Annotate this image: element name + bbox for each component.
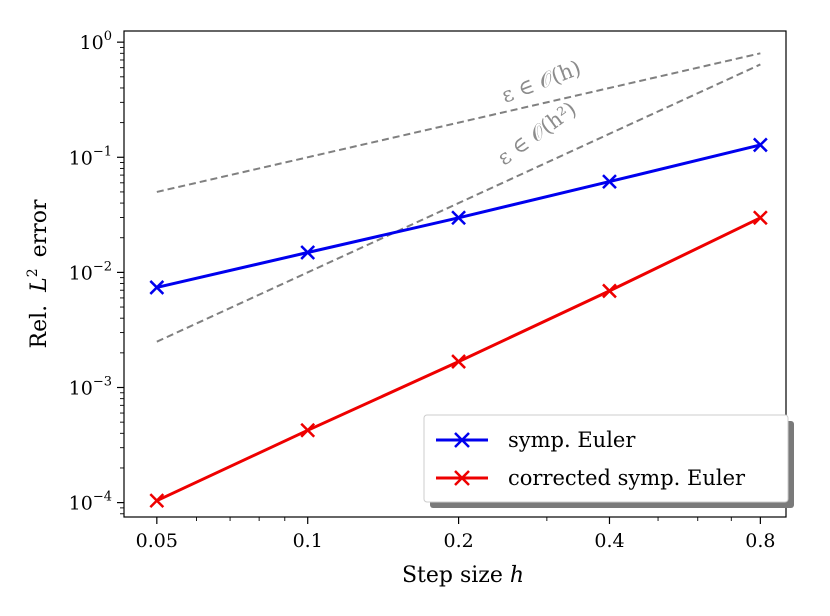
series-0-point xyxy=(300,245,316,260)
x-tick-label: 0.2 xyxy=(443,530,473,552)
series-1-point xyxy=(149,493,165,509)
axes-frame xyxy=(123,30,787,518)
legend-marker-symp-euler xyxy=(454,432,470,448)
series-0-point xyxy=(149,280,165,295)
y-tick-label: 10−1 xyxy=(69,144,112,169)
ref-label-order-1: ε ∈ 𝒪(h) xyxy=(498,56,584,108)
reference-line-2 xyxy=(156,63,761,343)
x-tick-label: 0.8 xyxy=(745,530,775,552)
y-tick-label: 10−2 xyxy=(69,259,112,284)
legend-label-symp-euler: symp. Euler xyxy=(508,428,636,452)
y-axis-label: Rel. L2 error xyxy=(18,199,52,348)
x-tick-label: 0.4 xyxy=(594,530,624,552)
legend-label-corrected: corrected symp. Euler xyxy=(508,466,746,490)
reference-line-1 xyxy=(156,52,761,193)
series-0-point xyxy=(602,174,617,189)
legend-entry-symp-euler: symp. Euler xyxy=(436,428,636,452)
series-0-point xyxy=(451,210,466,226)
x-tick-label: 0.1 xyxy=(293,530,323,552)
series-1-point xyxy=(300,422,316,438)
legend: symp. Euler corrected symp. Euler xyxy=(423,414,794,508)
reference-lines xyxy=(156,52,761,343)
y-tick-label: 10−3 xyxy=(69,375,112,400)
x-tick-label: 0.05 xyxy=(136,530,178,552)
x-axis-label: Step size h xyxy=(402,563,524,588)
y-tick-label: 10−4 xyxy=(69,490,112,515)
legend-marker-corrected xyxy=(454,470,470,486)
legend-entry-corrected: corrected symp. Euler xyxy=(436,466,746,490)
data-series xyxy=(149,137,768,509)
y-tick-label: 100 xyxy=(80,29,112,54)
series-1-point xyxy=(602,283,617,299)
legend-box xyxy=(423,414,789,503)
series-1-point xyxy=(752,210,768,226)
series-0-point xyxy=(752,137,768,153)
ticks: 0.05 0.1 0.2 0.4 0.8 100 10−1 10−2 10−3 10−4 xyxy=(69,29,776,552)
series-1-point xyxy=(451,354,466,369)
